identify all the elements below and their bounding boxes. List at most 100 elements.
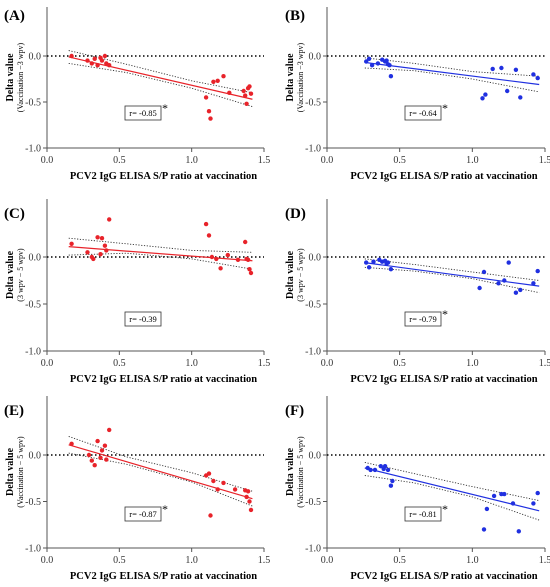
ci-upper-line [68, 237, 253, 253]
y-tick-label: -1.0 [305, 544, 321, 555]
data-point [203, 221, 209, 227]
data-point [208, 116, 213, 121]
data-point [92, 463, 97, 468]
data-point [502, 491, 507, 497]
data-point [99, 236, 105, 241]
x-axis-label: PCV2 IgG ELISA S/P ratio at vaccination [350, 571, 537, 582]
x-tick-label: 1.5 [258, 358, 271, 369]
y-tick-label: 0.0 [309, 451, 322, 462]
r-value-label: r= -0.81 [409, 509, 436, 519]
regression-line [68, 444, 253, 500]
ci-upper-line [364, 57, 540, 77]
y-tick-label: 0.0 [309, 52, 322, 63]
y-tick-label: -0.5 [305, 98, 321, 109]
data-point [227, 90, 232, 96]
data-point [218, 266, 223, 271]
data-point [506, 260, 511, 265]
x-tick-label: 0.5 [113, 155, 126, 166]
r-value-box [124, 105, 162, 121]
panel-label: (B) [285, 8, 305, 24]
x-axis-label: PCV2 IgG ELISA S/P ratio at vaccination [350, 374, 537, 385]
y-axis-sublabel: (Vaccination −3 wpv) [296, 42, 305, 112]
ci-lower-line [68, 252, 253, 270]
data-point [241, 88, 246, 94]
y-tick-label: 0.0 [29, 52, 42, 63]
data-point [243, 93, 248, 98]
data-point [477, 285, 482, 291]
x-tick-label: 1.5 [539, 358, 550, 369]
ci-upper-line [68, 50, 253, 94]
panel-label: (A) [4, 8, 25, 24]
ci-lower-line [364, 67, 540, 93]
data-point [99, 448, 105, 453]
data-point [491, 493, 497, 499]
data-point [247, 84, 252, 89]
data-point [518, 95, 523, 100]
data-point [247, 499, 252, 504]
y-axis-label: Delta value [5, 447, 16, 496]
x-axis-label: PCV2 IgG ELISA S/P ratio at vaccination [350, 171, 537, 182]
x-tick-label: 0.5 [113, 555, 126, 566]
data-point [245, 489, 251, 494]
r-value-box [124, 311, 162, 327]
x-tick-label: 1.5 [258, 555, 271, 566]
regression-line [364, 262, 540, 287]
data-point [513, 290, 519, 295]
data-point [102, 443, 108, 448]
y-tick-label: -0.5 [25, 98, 41, 109]
data-point [490, 66, 495, 72]
significance-star: * [442, 101, 448, 115]
data-point [245, 257, 251, 262]
x-tick-label: 0.0 [41, 555, 54, 566]
data-point [89, 458, 95, 463]
data-point [481, 269, 487, 275]
data-point [372, 467, 378, 473]
data-point [364, 260, 369, 265]
y-axis-sublabel: (Vaccination − 5 wpv) [296, 436, 305, 508]
data-point [85, 58, 90, 63]
panel-label: (D) [285, 206, 306, 222]
data-point [104, 457, 109, 462]
data-point [206, 233, 212, 238]
data-point [215, 487, 220, 492]
data-point [535, 490, 540, 496]
data-point [86, 452, 92, 458]
data-point [225, 252, 230, 258]
data-point [243, 239, 248, 245]
y-tick-label: 0.0 [29, 253, 42, 264]
x-tick-label: 0.5 [393, 358, 406, 369]
y-tick-label: -1.0 [25, 347, 41, 358]
x-tick-label: 1.0 [466, 155, 479, 166]
data-point [481, 527, 487, 532]
r-value-box [404, 105, 442, 121]
data-point [480, 96, 485, 101]
data-point [388, 483, 394, 488]
data-point [98, 252, 103, 257]
y-tick-label: -0.5 [305, 497, 321, 508]
ci-lower-line [68, 62, 253, 108]
data-point [248, 507, 254, 513]
x-axis-label: PCV2 IgG ELISA S/P ratio at vaccination [70, 571, 257, 582]
data-point [366, 265, 372, 270]
y-tick-label: -1.0 [305, 144, 321, 155]
data-point [382, 464, 388, 469]
data-point [378, 464, 383, 469]
regression-line [68, 246, 253, 262]
x-tick-label: 1.0 [466, 555, 479, 566]
panel-label: (E) [4, 403, 24, 419]
data-point [92, 56, 97, 61]
data-point [203, 95, 209, 100]
data-point [95, 438, 100, 444]
data-point [510, 501, 516, 506]
data-point [388, 267, 394, 272]
data-point [371, 259, 376, 264]
data-point [502, 278, 507, 283]
data-point [85, 250, 90, 255]
data-point [385, 467, 391, 473]
r-value-label: r= -0.64 [409, 108, 437, 118]
data-point [69, 53, 74, 59]
